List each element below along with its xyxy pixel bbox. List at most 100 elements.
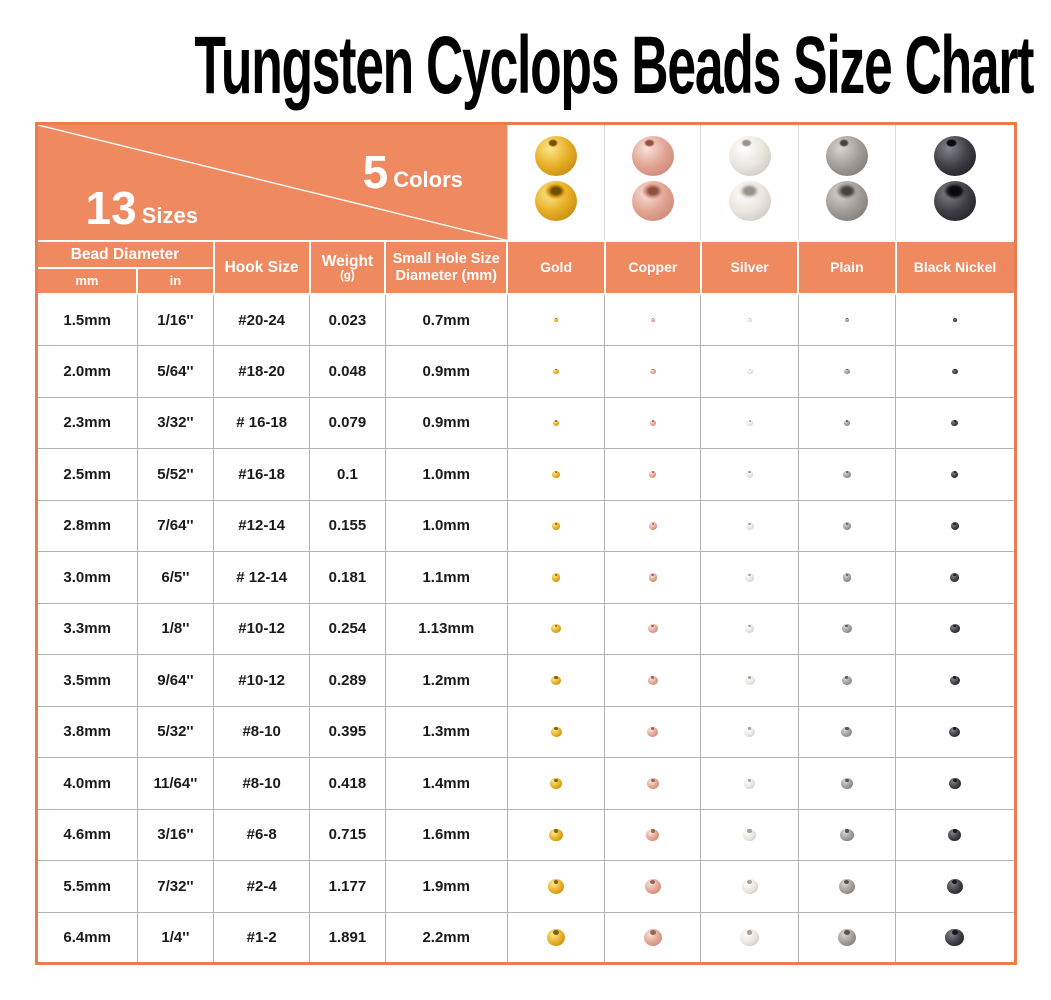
bead-dot-icon — [551, 624, 561, 634]
bead-cell-silver — [700, 860, 799, 913]
cell-hole-diameter: 1.2mm — [384, 654, 508, 707]
bead-dot-hole-icon — [747, 879, 752, 884]
bead-hole-small-icon — [547, 138, 559, 148]
bead-hole-countersunk-icon — [543, 181, 569, 201]
table-row: 3.8mm 5/32'' #8-10 0.395 1.3mm — [35, 705, 1016, 759]
bead-cell-silver — [700, 448, 799, 501]
bead-pair-plain — [799, 125, 895, 221]
bead-cell-plain — [797, 396, 897, 450]
col-header-plain: Plain — [797, 240, 897, 296]
bead-dot-icon — [946, 878, 963, 894]
bead-dot-icon — [945, 928, 965, 947]
bead-dot-hole-icon — [748, 420, 751, 422]
bead-cell-black-nickel — [895, 293, 1016, 347]
bead-dot-hole-icon — [651, 471, 654, 474]
bead-dot-icon — [740, 928, 759, 947]
cell-hook-size: #6-8 — [213, 808, 311, 862]
bead-dot-icon — [743, 777, 756, 789]
bead-cell-copper — [604, 808, 702, 862]
bead-dot-hole-icon — [845, 471, 848, 474]
bead-dot-icon — [952, 318, 957, 323]
bead-dot-icon — [741, 878, 758, 894]
cell-diameter-mm: 3.5mm — [35, 654, 138, 707]
bead-dot-hole-icon — [954, 318, 956, 320]
table-row: 4.6mm 3/16'' #6-8 0.715 1.6mm — [35, 808, 1016, 862]
bead-dot-icon — [951, 419, 959, 427]
bead-cell-copper — [604, 293, 702, 347]
bead-dot-icon — [550, 675, 562, 686]
bead-cell-silver — [700, 602, 799, 656]
bead-cell-gold — [506, 499, 606, 553]
bead-dot-hole-icon — [554, 471, 558, 474]
table-body: 1.5mm 1/16'' #20-24 0.023 0.7mm 2.0mm 5/64'' #1… — [35, 293, 1016, 965]
bead-dot-hole-icon — [953, 676, 957, 679]
bead-bottom — [535, 180, 578, 221]
bead-dot-hole-icon — [650, 778, 655, 782]
cell-hole-diameter: 1.0mm — [384, 499, 508, 553]
bead-dot-hole-icon — [554, 420, 558, 422]
bead-dot-icon — [647, 726, 659, 738]
bead-cell-black-nickel — [895, 345, 1016, 398]
cell-hole-diameter: 1.3mm — [384, 705, 508, 759]
bead-dot-hole-icon — [650, 829, 655, 833]
col-header-black-nickel: Black Nickel — [894, 240, 1017, 296]
bead-hole-small-icon — [644, 138, 655, 148]
cell-weight: 1.177 — [309, 860, 386, 913]
sizes-count-label: 13 Sizes — [86, 185, 198, 231]
cell-weight: 0.181 — [309, 551, 386, 604]
col-header-in: in — [136, 267, 215, 296]
bead-dot-icon — [950, 522, 959, 530]
cell-diameter-mm: 1.5mm — [35, 293, 138, 347]
bead-dot-hole-icon — [554, 778, 558, 782]
bead-cell-gold — [506, 448, 606, 501]
table-row: 2.0mm 5/64'' #18-20 0.048 0.9mm — [35, 345, 1016, 398]
bead-dot-icon — [553, 318, 559, 323]
bead-dot-hole-icon — [747, 727, 752, 731]
bead-cell-gold — [506, 654, 606, 707]
bead-dot-icon — [948, 777, 961, 789]
bead-dot-hole-icon — [844, 829, 849, 833]
bead-cell-black-nickel — [895, 705, 1016, 759]
bead-dot-icon — [842, 522, 851, 530]
col-header-weight: Weight (g) — [308, 240, 387, 296]
bead-top — [631, 135, 674, 176]
bead-dot-hole-icon — [651, 522, 655, 525]
bead-hole-countersunk-icon — [640, 181, 666, 201]
bead-dot-icon — [948, 828, 962, 842]
diagonal-divider-line — [37, 124, 507, 241]
bead-dot-hole-icon — [845, 573, 849, 577]
cell-weight: 0.023 — [309, 293, 386, 347]
bead-dot-icon — [844, 318, 850, 323]
bead-dot-hole-icon — [553, 929, 559, 935]
bead-dot-hole-icon — [747, 829, 752, 833]
bead-dot-icon — [644, 878, 661, 894]
cell-diameter-mm: 2.8mm — [35, 499, 138, 553]
bead-cell-plain — [797, 345, 897, 398]
bead-dot-icon — [841, 777, 853, 789]
bead-dot-hole-icon — [651, 727, 655, 731]
bead-dot-hole-icon — [650, 879, 656, 884]
bead-cell-silver — [700, 293, 799, 347]
bead-dot-hole-icon — [844, 879, 850, 884]
bead-dot-hole-icon — [953, 522, 956, 525]
cell-hole-diameter: 1.0mm — [384, 448, 508, 501]
bead-dot-icon — [553, 368, 559, 375]
header-row-main: Bead Diameter Hook Size Weight (g) Small… — [35, 240, 1017, 296]
cell-diameter-mm: 2.0mm — [35, 345, 138, 398]
cell-hook-size: #12-14 — [213, 499, 311, 553]
cell-weight: 0.418 — [309, 757, 386, 810]
cell-hole-diameter: 1.1mm — [384, 551, 508, 604]
bead-dot-hole-icon — [651, 624, 655, 628]
bead-dot-hole-icon — [554, 676, 558, 679]
table-row: 2.5mm 5/52'' #16-18 0.1 1.0mm — [35, 448, 1016, 501]
bead-dot-icon — [843, 419, 851, 427]
cell-weight: 0.079 — [309, 396, 386, 450]
cell-weight: 0.289 — [309, 654, 386, 707]
cell-hook-size: #10-12 — [213, 654, 311, 707]
bead-cell-plain — [797, 911, 897, 965]
bead-dot-hole-icon — [951, 929, 958, 935]
bead-sample-silver — [700, 123, 799, 242]
bead-cell-copper — [604, 860, 702, 913]
bead-dot-icon — [746, 419, 753, 427]
cell-hole-diameter: 1.4mm — [384, 757, 508, 810]
